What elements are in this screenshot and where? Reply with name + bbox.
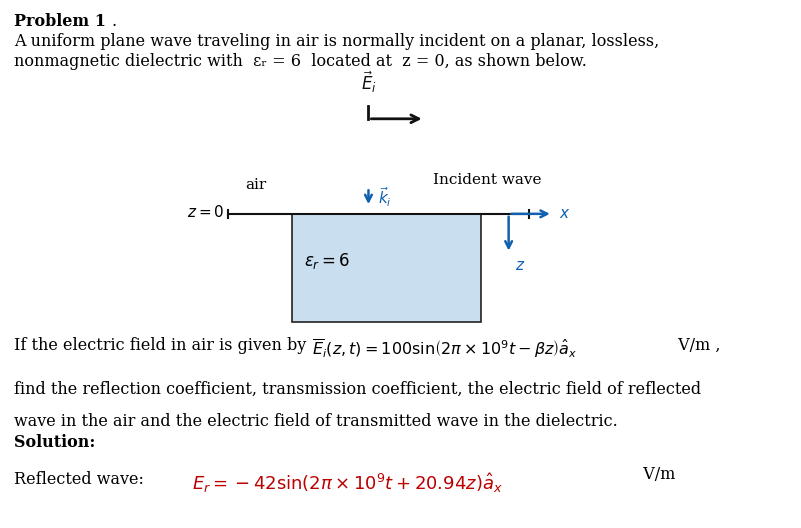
Text: $\overline{E}_i(z,t) = 100\sin\!\left(2\pi\times10^9 t - \beta z\right)\hat{a}_x: $\overline{E}_i(z,t) = 100\sin\!\left(2\… <box>312 337 578 360</box>
Text: V/m: V/m <box>633 466 675 483</box>
Text: $\varepsilon_r = 6$: $\varepsilon_r = 6$ <box>304 251 351 271</box>
Text: $E_r = -42\sin\!\left(2\pi\times10^9 t + 20.94z\right)\hat{a}_x$: $E_r = -42\sin\!\left(2\pi\times10^9 t +… <box>192 471 503 495</box>
Text: Problem 1: Problem 1 <box>14 13 107 30</box>
Text: find the reflection coefficient, transmission coefficient, the electric field of: find the reflection coefficient, transmi… <box>14 381 702 398</box>
Text: air: air <box>246 178 267 192</box>
Text: wave in the air and the electric field of transmitted wave in the dielectric.: wave in the air and the electric field o… <box>14 413 618 430</box>
Text: V/m ,: V/m , <box>673 337 720 354</box>
Text: If the electric field in air is given by: If the electric field in air is given by <box>14 337 317 354</box>
Text: Reflected wave:: Reflected wave: <box>14 471 144 488</box>
Text: Incident wave: Incident wave <box>433 173 541 186</box>
Text: .: . <box>111 13 117 30</box>
Text: $z = 0$: $z = 0$ <box>187 204 224 220</box>
Text: $x$: $x$ <box>559 207 570 221</box>
Text: $\vec{E}_i$: $\vec{E}_i$ <box>360 70 376 95</box>
Text: $\vec{k}_i$: $\vec{k}_i$ <box>378 186 392 209</box>
Bar <box>292 214 481 322</box>
Text: A uniform plane wave traveling in air is normally incident on a planar, lossless: A uniform plane wave traveling in air is… <box>14 33 660 50</box>
Text: Solution:: Solution: <box>14 434 96 451</box>
Text: nonmagnetic dielectric with  εᵣ = 6  located at  z = 0, as shown below.: nonmagnetic dielectric with εᵣ = 6 locat… <box>14 53 587 70</box>
Text: $z$: $z$ <box>516 259 525 273</box>
